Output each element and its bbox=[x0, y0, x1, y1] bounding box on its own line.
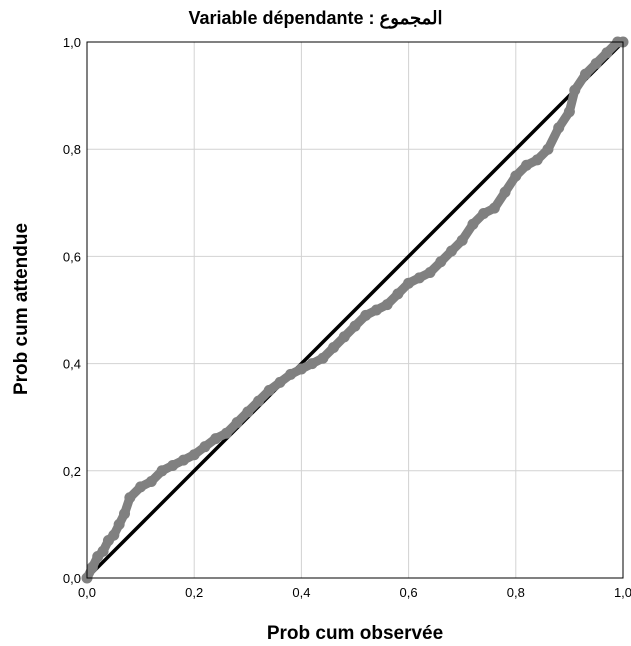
x-tick-label: 0,0 bbox=[78, 585, 96, 600]
chart-title: Variable dépendante : المجموع bbox=[188, 8, 443, 28]
data-point bbox=[177, 454, 189, 466]
data-point bbox=[119, 508, 131, 520]
data-point bbox=[531, 154, 543, 166]
data-point bbox=[424, 266, 436, 278]
data-point bbox=[285, 368, 297, 380]
data-point bbox=[456, 234, 468, 246]
data-point bbox=[135, 481, 147, 493]
data-point bbox=[381, 299, 393, 311]
y-tick-label: 0,2 bbox=[63, 464, 81, 479]
x-tick-label: 0,6 bbox=[400, 585, 418, 600]
reference-line bbox=[85, 40, 625, 580]
data-point bbox=[413, 272, 425, 284]
data-point bbox=[167, 459, 179, 471]
x-tick-label: 0,4 bbox=[292, 585, 310, 600]
data-point bbox=[569, 84, 581, 96]
data-point bbox=[521, 159, 533, 171]
data-point bbox=[242, 406, 254, 418]
data-point bbox=[392, 288, 404, 300]
data-point bbox=[108, 529, 120, 541]
grid bbox=[87, 42, 623, 578]
x-tick-label: 0,2 bbox=[185, 585, 203, 600]
data-point bbox=[403, 277, 415, 289]
y-tick-label: 0,6 bbox=[63, 249, 81, 264]
data-point bbox=[86, 561, 98, 573]
data-point bbox=[145, 476, 157, 488]
data-point bbox=[553, 122, 565, 134]
data-point bbox=[445, 245, 457, 257]
x-tick-label: 1,0 bbox=[614, 585, 631, 600]
x-axis-label: Prob cum observée bbox=[266, 623, 444, 644]
data-point bbox=[306, 358, 318, 370]
data-point bbox=[488, 202, 500, 214]
data-point bbox=[231, 417, 243, 429]
data-point bbox=[338, 331, 350, 343]
x-tick-label: 0,8 bbox=[507, 585, 525, 600]
data-point bbox=[349, 320, 361, 332]
data-point bbox=[467, 218, 479, 230]
y-tick-label: 0,8 bbox=[63, 142, 81, 157]
data-point bbox=[435, 256, 447, 268]
data-point bbox=[510, 170, 522, 182]
data-point bbox=[210, 433, 222, 445]
data-point bbox=[124, 492, 136, 504]
data-point bbox=[188, 449, 200, 461]
data-point bbox=[199, 441, 211, 453]
tick-labels: 0,0 0,2 0,4 0,6 0,8 1,0 0,0 0,2 0,4 0,6 0,8 1,0 bbox=[63, 35, 631, 600]
data-point bbox=[220, 427, 232, 439]
data-point bbox=[253, 395, 265, 407]
data-point bbox=[156, 465, 168, 477]
data-point bbox=[590, 57, 602, 69]
data-points bbox=[81, 36, 629, 584]
y-tick-label: 1,0 bbox=[63, 35, 81, 50]
data-point bbox=[317, 352, 329, 364]
data-point bbox=[97, 545, 109, 557]
data-point bbox=[579, 68, 591, 80]
y-tick-label: 0,4 bbox=[63, 357, 81, 372]
data-point bbox=[542, 143, 554, 155]
reference-line-group bbox=[85, 40, 625, 580]
data-point bbox=[563, 106, 575, 118]
data-point bbox=[370, 304, 382, 316]
data-point bbox=[499, 186, 511, 198]
data-point bbox=[328, 342, 340, 354]
data-point bbox=[478, 208, 490, 220]
y-tick-label: 0,0 bbox=[63, 571, 81, 586]
plot-frame bbox=[86, 41, 624, 579]
data-point bbox=[113, 518, 125, 530]
data-point bbox=[601, 47, 613, 59]
data-point bbox=[263, 384, 275, 396]
data-point bbox=[274, 376, 286, 388]
data-point bbox=[295, 363, 307, 375]
data-point bbox=[360, 309, 372, 321]
